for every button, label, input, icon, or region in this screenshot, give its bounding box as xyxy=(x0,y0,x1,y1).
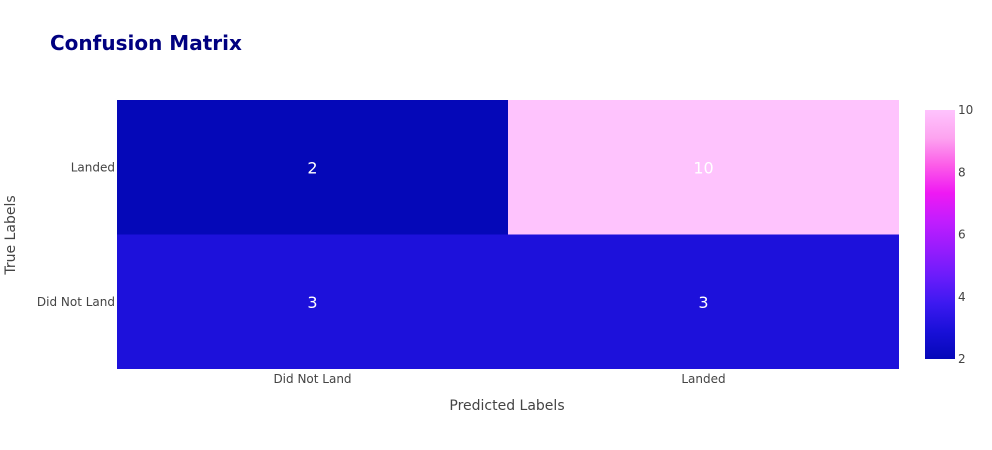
cell-labels: 3 3 2 10 xyxy=(307,158,713,312)
colorbar-tick-label: 4 xyxy=(958,290,966,304)
heatmap-cell xyxy=(508,100,899,235)
x-tick-label: Landed xyxy=(681,372,725,386)
y-tick-label: Landed xyxy=(71,160,115,174)
x-axis-ticks: Did Not Land Landed xyxy=(273,372,725,386)
heatmap-cell xyxy=(508,234,899,369)
y-axis-ticks: Did Not Land Landed xyxy=(37,160,115,309)
colorbar xyxy=(925,110,955,359)
heatmap-cell xyxy=(117,234,508,369)
colorbar-tick-label: 8 xyxy=(958,165,966,179)
heatmap-grid xyxy=(117,100,899,369)
cell-value-label: 3 xyxy=(307,293,317,312)
colorbar-ticks: 2 4 6 8 10 xyxy=(958,103,973,366)
y-axis-title: True Labels xyxy=(3,195,19,275)
chart-title: Confusion Matrix xyxy=(50,31,242,55)
x-axis-title: Predicted Labels xyxy=(449,398,564,414)
colorbar-tick-label: 2 xyxy=(958,352,966,366)
heatmap-cell xyxy=(117,100,508,235)
colorbar-tick-label: 6 xyxy=(958,228,966,242)
y-tick-label: Did Not Land xyxy=(37,295,115,309)
cell-value-label: 10 xyxy=(693,158,713,177)
cell-value-label: 3 xyxy=(698,293,708,312)
colorbar-tick-label: 10 xyxy=(958,103,973,117)
x-tick-label: Did Not Land xyxy=(273,372,351,386)
cell-value-label: 2 xyxy=(307,158,317,177)
